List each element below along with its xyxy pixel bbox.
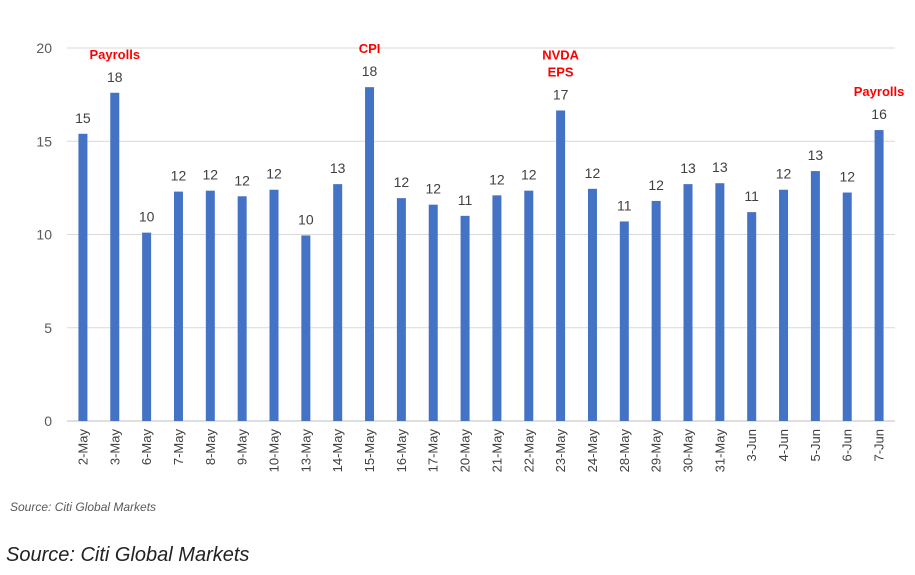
chart-source-note: Source: Citi Global Markets (10, 500, 157, 514)
data-label: 12 (394, 174, 410, 190)
data-label: 16 (871, 106, 887, 122)
x-tick-label: 14-May (330, 429, 345, 473)
x-tick-label: 16-May (394, 429, 409, 473)
data-label: 15 (75, 110, 91, 126)
bar (205, 190, 215, 421)
bar (619, 221, 629, 421)
y-axis: 0 5 10 15 20 (36, 40, 52, 429)
x-axis: 2-May 3-May 6-May 7-May 8-May 9-May 10-May 13-M… (75, 429, 886, 473)
data-label: 12 (266, 166, 282, 182)
data-label: 18 (107, 69, 123, 85)
bar (651, 200, 661, 421)
bar (874, 130, 884, 421)
data-label: 12 (489, 171, 505, 187)
bars (78, 87, 884, 422)
data-label: 13 (808, 147, 824, 163)
x-tick-label: 13-May (298, 429, 313, 473)
x-tick-label: 8-May (203, 429, 218, 466)
bar (396, 198, 406, 421)
x-tick-label: 5-Jun (808, 429, 823, 462)
event-annotation: CPI (359, 41, 381, 56)
bar (460, 215, 470, 421)
bar (779, 189, 789, 421)
x-tick-label: 29-May (649, 429, 664, 473)
data-label: 12 (203, 167, 219, 183)
x-tick-label: 23-May (553, 429, 568, 473)
x-tick-label: 20-May (458, 429, 473, 473)
event-annotation: EPS (548, 64, 574, 79)
x-tick-label: 30-May (681, 429, 696, 473)
bar (810, 171, 820, 421)
data-label: 12 (776, 166, 792, 182)
bar (842, 192, 852, 421)
data-label: 11 (744, 188, 759, 204)
data-label: 12 (648, 177, 664, 193)
x-tick-label: 31-May (712, 429, 727, 473)
bar (110, 92, 120, 421)
bar (715, 183, 725, 421)
data-label: 10 (139, 209, 155, 225)
event-annotations: Payrolls CPI NVDA EPS Payrolls (89, 41, 904, 99)
x-tick-label: 28-May (617, 429, 632, 473)
x-tick-label: 3-May (107, 429, 122, 466)
data-label: 10 (298, 211, 314, 227)
data-label: 13 (712, 159, 728, 175)
x-tick-label: 6-May (139, 429, 154, 466)
data-label: 12 (425, 181, 441, 197)
bar (173, 191, 183, 421)
y-tick-label: 5 (44, 320, 52, 336)
data-label: 13 (680, 160, 696, 176)
x-tick-label: 22-May (521, 429, 536, 473)
bar (365, 87, 375, 421)
bar (237, 196, 247, 421)
bar (683, 184, 693, 421)
x-tick-label: 7-May (171, 429, 186, 466)
x-tick-label: 24-May (585, 429, 600, 473)
x-tick-label: 17-May (426, 429, 441, 473)
data-label: 13 (330, 160, 346, 176)
data-label: 17 (553, 86, 569, 102)
bar (556, 110, 566, 421)
data-label: 12 (585, 165, 601, 181)
caption-source-note: Source: Citi Global Markets (6, 544, 250, 566)
gridlines (67, 47, 895, 422)
x-tick-label: 2-May (75, 429, 90, 466)
data-label: 12 (839, 169, 855, 185)
y-tick-label: 20 (36, 40, 52, 56)
data-labels: 15 18 10 12 12 12 12 10 13 18 12 12 11 12 12 17 12 11 12 13… (75, 63, 887, 227)
y-tick-label: 15 (36, 133, 52, 149)
x-tick-label: 4-Jun (776, 429, 791, 462)
bar (524, 190, 534, 421)
bar (301, 235, 311, 421)
data-label: 12 (171, 168, 187, 184)
x-tick-label: 21-May (489, 429, 504, 473)
data-label: 11 (458, 192, 473, 208)
bar (492, 195, 502, 421)
bar (747, 212, 757, 421)
data-label: 12 (234, 172, 250, 188)
event-annotation: Payrolls (89, 47, 140, 62)
bar (269, 189, 279, 421)
event-annotation: NVDA (542, 47, 579, 62)
bar (428, 204, 438, 421)
x-tick-label: 7-Jun (872, 429, 887, 462)
data-label: 11 (617, 197, 632, 213)
x-tick-label: 10-May (267, 429, 282, 473)
bar (142, 232, 152, 421)
y-tick-label: 10 (36, 227, 52, 243)
x-tick-label: 6-Jun (840, 429, 855, 462)
x-tick-label: 9-May (235, 429, 250, 466)
data-label: 12 (521, 167, 537, 183)
bar (333, 184, 343, 421)
bar (78, 133, 88, 422)
bar (587, 188, 597, 421)
x-tick-label: 15-May (362, 429, 377, 473)
data-label: 18 (362, 63, 378, 79)
x-tick-label: 3-Jun (744, 429, 759, 462)
y-tick-label: 0 (44, 413, 52, 429)
event-annotation: Payrolls (854, 84, 905, 99)
